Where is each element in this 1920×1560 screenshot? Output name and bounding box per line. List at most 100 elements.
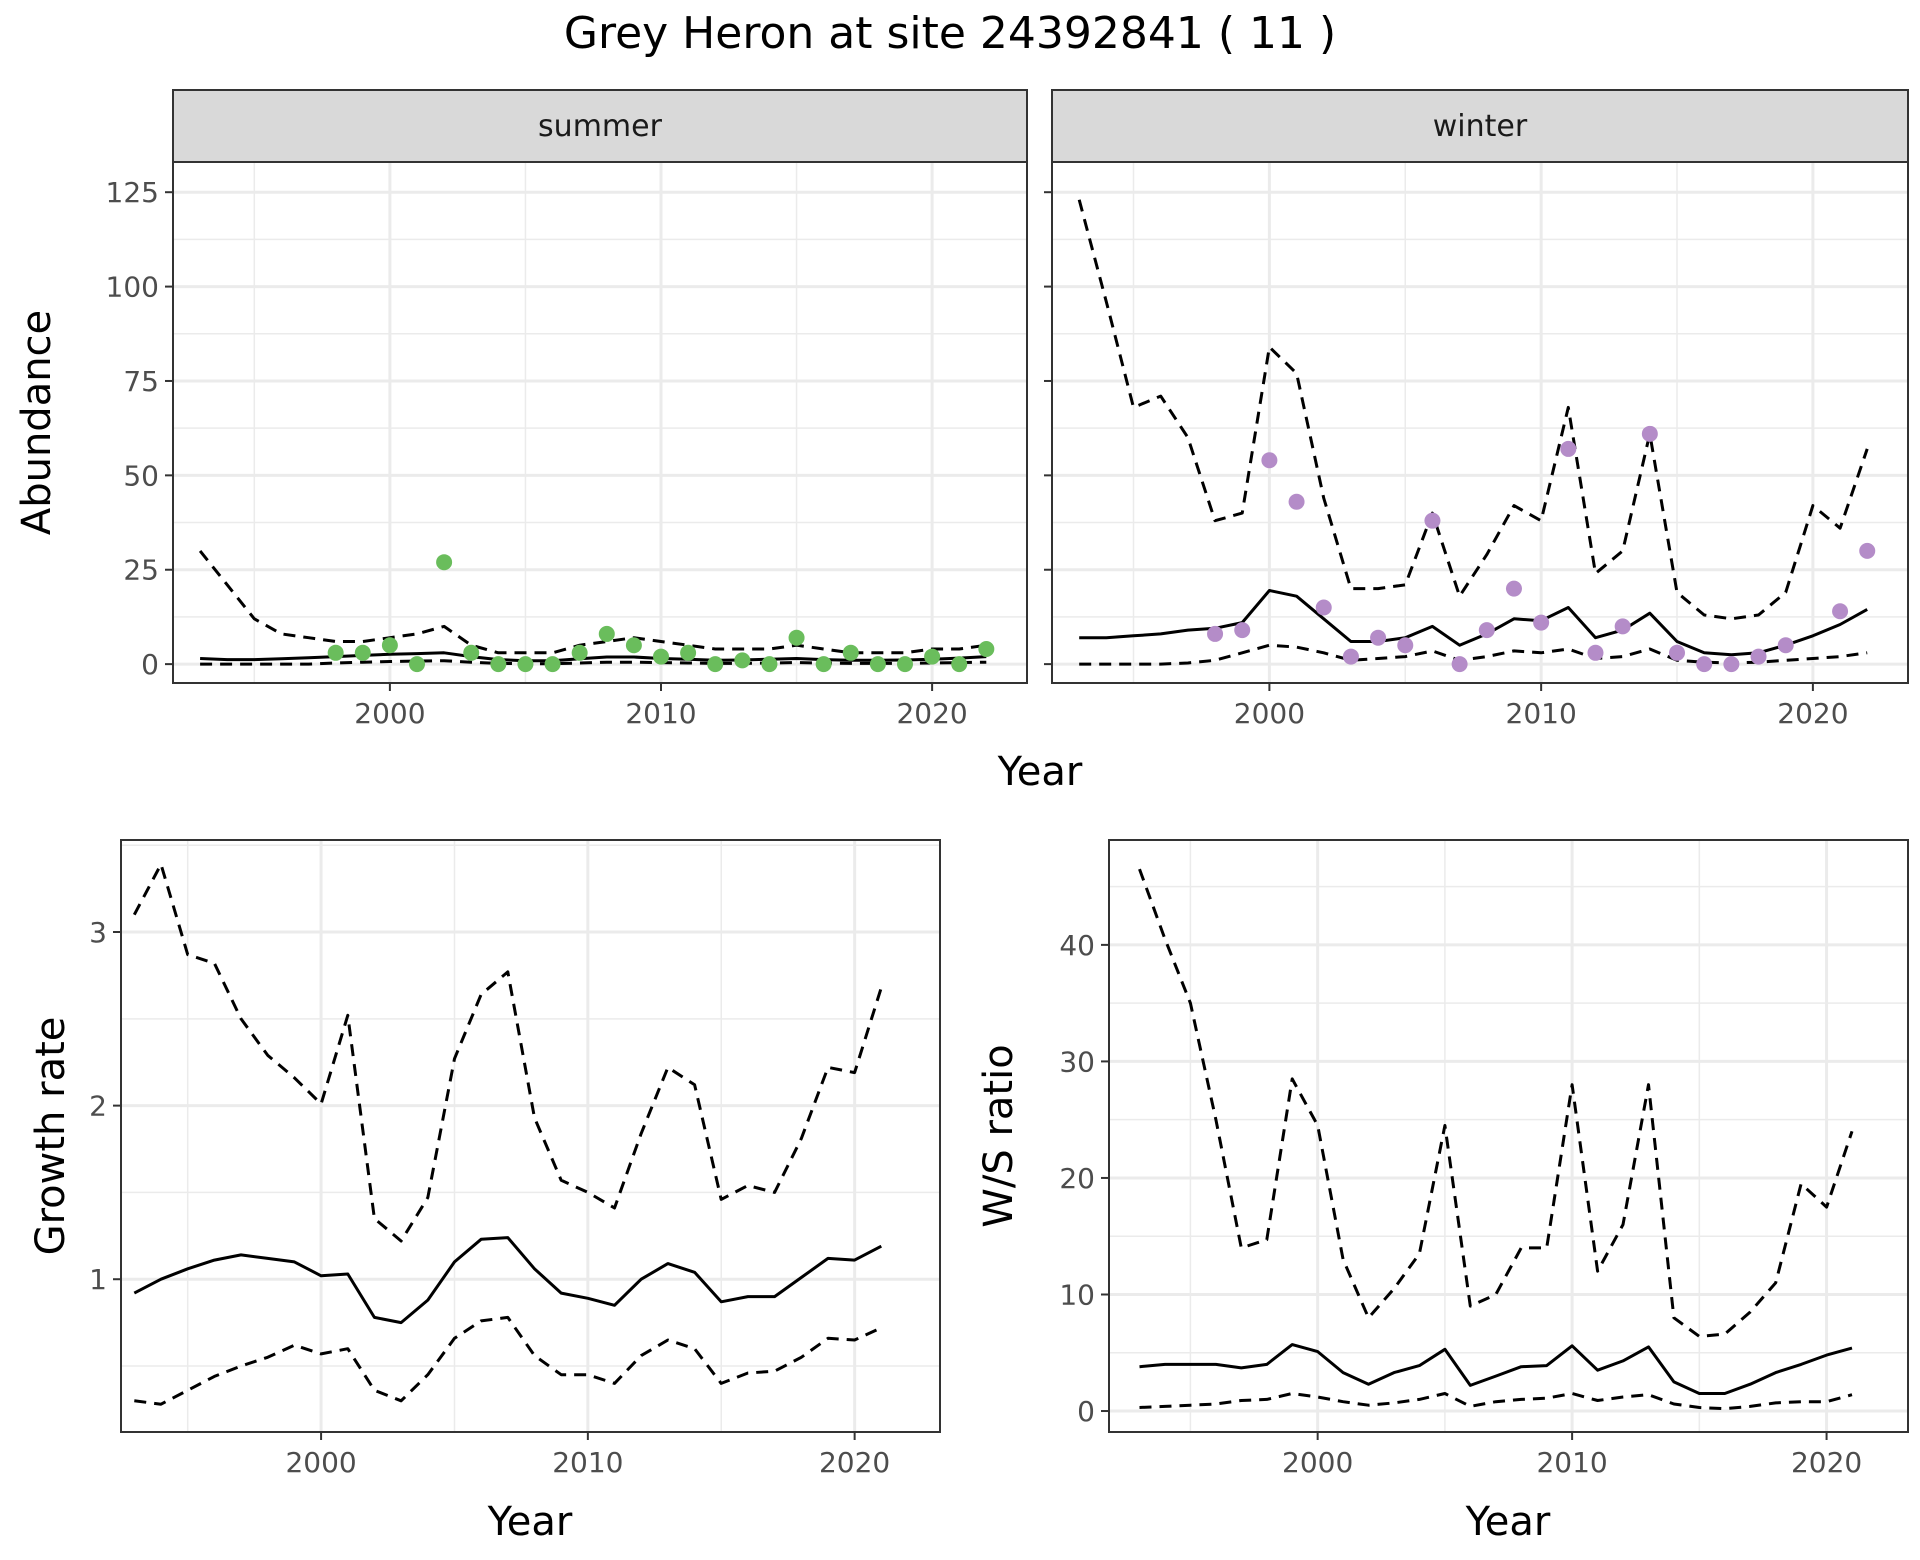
data-point-summer bbox=[598, 625, 615, 642]
x-tick-label: 2000 bbox=[285, 1446, 356, 1479]
data-point-summer bbox=[463, 644, 480, 661]
x-tick-label: 2010 bbox=[625, 697, 696, 730]
x-tick-label: 2000 bbox=[1234, 697, 1305, 730]
data-point-summer bbox=[381, 637, 398, 654]
panel-winter: winter 2000 2010 2020 bbox=[1044, 89, 1909, 730]
data-point-summer bbox=[653, 648, 669, 665]
x-axis-title-ratio: Year bbox=[1465, 1499, 1551, 1545]
data-point-winter bbox=[1533, 614, 1550, 631]
data-point-summer bbox=[544, 656, 561, 673]
estimate-line-ratio-0 bbox=[1139, 1343, 1853, 1395]
data-point-winter bbox=[1723, 656, 1740, 673]
data-point-summer bbox=[734, 652, 751, 669]
y-tick-label: 100 bbox=[106, 271, 159, 304]
x-tick-label: 2010 bbox=[1506, 697, 1577, 730]
data-point-winter bbox=[1750, 648, 1767, 665]
data-point-winter bbox=[1832, 603, 1849, 620]
data-point-winter bbox=[1288, 493, 1305, 510]
x-tick-label: 2020 bbox=[896, 697, 967, 730]
y-tick-label: 3 bbox=[89, 916, 107, 949]
x-tick-label: 2020 bbox=[1791, 1446, 1862, 1479]
interval-line-summer-1 bbox=[198, 549, 987, 655]
x-tick-label: 2020 bbox=[1777, 697, 1848, 730]
strip-winter bbox=[1051, 89, 1909, 163]
interval-line-winter-1 bbox=[1077, 199, 1869, 621]
data-point-winter bbox=[1478, 622, 1495, 639]
gridlines-winter bbox=[1052, 162, 1908, 683]
data-point-summer bbox=[490, 656, 507, 673]
estimate-line-growth-0 bbox=[133, 1236, 882, 1325]
data-point-summer bbox=[869, 656, 886, 673]
panel-border-winter bbox=[1051, 161, 1909, 684]
interval-line-growth-2 bbox=[134, 1315, 882, 1406]
data-point-summer bbox=[327, 644, 344, 661]
y-tick-label: 30 bbox=[1059, 1045, 1095, 1078]
panel-growth: 2000 2010 2020 1 2 3 Growth rate Year bbox=[28, 839, 941, 1545]
panel-summer: summer 2000 2010 2020 0 25 50 75 100 125 Abundance bbox=[14, 89, 1028, 730]
y-tick-label: 50 bbox=[123, 459, 159, 492]
data-point-winter bbox=[1859, 542, 1876, 559]
y-tick-label: 0 bbox=[141, 648, 159, 681]
y-tick-label: 2 bbox=[89, 1090, 107, 1123]
x-tick-label: 2000 bbox=[1282, 1446, 1353, 1479]
panel-ratio: 2000 2010 2020 0 10 20 30 40 W/S ratio Year bbox=[976, 839, 1909, 1545]
data-point-winter bbox=[1614, 618, 1631, 635]
data-point-winter bbox=[1669, 644, 1686, 661]
data-point-summer bbox=[815, 656, 832, 673]
y-tick-label: 0 bbox=[1077, 1395, 1095, 1428]
interval-line-ratio-1 bbox=[1138, 868, 1854, 1338]
panel-border-growth bbox=[120, 839, 941, 1433]
data-point-summer bbox=[354, 644, 371, 661]
interval-line-summer-2 bbox=[200, 659, 987, 666]
x-tick-label: 2010 bbox=[552, 1446, 623, 1479]
data-point-summer bbox=[517, 656, 534, 673]
y-tick-label: 40 bbox=[1059, 929, 1095, 962]
y-tick-label: 125 bbox=[106, 176, 159, 209]
data-point-winter bbox=[1424, 512, 1441, 529]
data-point-winter bbox=[1451, 656, 1468, 673]
y-tick-label: 1 bbox=[89, 1263, 107, 1296]
y-tick-label: 25 bbox=[123, 554, 159, 587]
data-point-winter bbox=[1315, 599, 1332, 616]
data-point-summer bbox=[951, 656, 968, 673]
panel-border-ratio bbox=[1108, 839, 1909, 1433]
data-point-winter bbox=[1370, 629, 1387, 646]
x-tick-label: 2000 bbox=[354, 697, 425, 730]
data-point-summer bbox=[409, 656, 425, 673]
data-point-summer bbox=[788, 629, 805, 646]
gridlines-ratio bbox=[1109, 840, 1908, 1432]
data-point-winter bbox=[1397, 637, 1414, 654]
data-point-winter bbox=[1234, 622, 1251, 639]
data-point-winter bbox=[1261, 452, 1278, 469]
panel-border-summer bbox=[172, 161, 1028, 684]
data-point-summer bbox=[761, 656, 778, 673]
y-tick-label: 20 bbox=[1059, 1162, 1095, 1195]
y-tick-label: 75 bbox=[123, 365, 159, 398]
estimate-line-summer-0 bbox=[200, 651, 987, 663]
data-point-summer bbox=[436, 554, 453, 571]
data-point-winter bbox=[1777, 637, 1794, 654]
strip-summer bbox=[172, 89, 1028, 163]
strip-label-winter: winter bbox=[1433, 109, 1528, 144]
interval-line-ratio-2 bbox=[1139, 1392, 1853, 1411]
data-point-summer bbox=[842, 644, 859, 661]
chart-title: Grey Heron at site 24392841 ( 11 ) bbox=[564, 8, 1336, 59]
x-axis-title-growth: Year bbox=[487, 1499, 573, 1545]
data-point-summer bbox=[680, 644, 697, 661]
data-point-winter bbox=[1587, 644, 1604, 661]
data-point-summer bbox=[571, 644, 588, 661]
estimate-line-winter-0 bbox=[1079, 589, 1868, 657]
data-point-winter bbox=[1207, 625, 1224, 642]
gridlines-growth bbox=[121, 840, 940, 1432]
interval-line-growth-1 bbox=[132, 862, 883, 1243]
data-point-summer bbox=[897, 656, 913, 673]
data-point-summer bbox=[707, 656, 724, 673]
gridlines-summer bbox=[173, 162, 1027, 683]
x-tick-label: 2020 bbox=[819, 1446, 890, 1479]
data-point-summer bbox=[978, 641, 995, 658]
data-point-winter bbox=[1342, 648, 1359, 665]
data-point-winter bbox=[1641, 425, 1658, 442]
y-tick-label: 10 bbox=[1059, 1278, 1095, 1311]
